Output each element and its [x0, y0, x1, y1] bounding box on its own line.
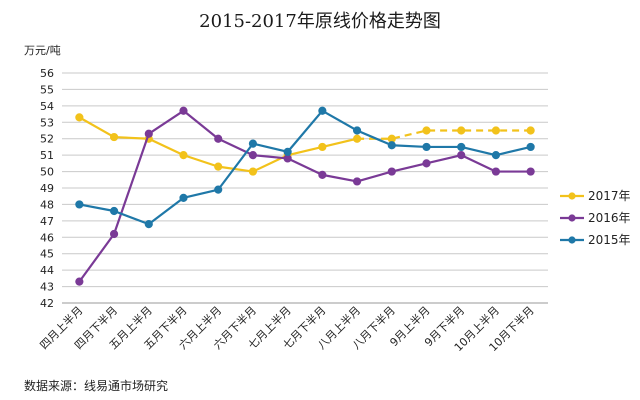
- data-point: [491, 126, 501, 135]
- y-tick-label: 56: [40, 67, 54, 80]
- data-point: [283, 147, 292, 156]
- series-line-dashed: [357, 129, 531, 140]
- y-tick-label: 55: [40, 83, 54, 96]
- y-tick-label: 43: [40, 281, 54, 294]
- data-point: [457, 142, 466, 152]
- data-point: [179, 151, 188, 160]
- data-point: [318, 142, 327, 152]
- data-point: [526, 167, 535, 176]
- y-tick-label: 52: [40, 133, 54, 146]
- data-point: [422, 126, 431, 135]
- data-point: [318, 106, 327, 115]
- series-2: [75, 106, 535, 286]
- y-tick-label: 53: [40, 116, 54, 129]
- y-tick-label: 44: [40, 264, 54, 277]
- data-point: [109, 229, 119, 239]
- legend-label: 2015年: [588, 233, 631, 247]
- data-point: [352, 177, 362, 186]
- y-axis-unit-label: 万元/吨: [24, 44, 61, 57]
- data-point: [422, 159, 431, 168]
- data-point: [318, 170, 327, 179]
- data-point: [109, 206, 119, 216]
- y-tick-label: 49: [40, 182, 54, 195]
- data-point: [387, 141, 396, 150]
- data-point: [526, 126, 535, 135]
- data-point: [422, 142, 431, 152]
- data-point: [75, 277, 84, 286]
- y-tick-label: 51: [40, 149, 54, 162]
- y-tick-label: 54: [40, 100, 54, 113]
- y-tick-label: 46: [40, 231, 54, 244]
- legend-item-3: 2015年: [560, 233, 631, 247]
- legend-label: 2016年: [588, 211, 631, 225]
- series-layer: [75, 106, 535, 286]
- data-point: [179, 106, 188, 115]
- series-line: [78, 109, 531, 283]
- data-point: [526, 142, 535, 152]
- data-point: [248, 167, 258, 176]
- data-point: [214, 134, 223, 143]
- data-point: [248, 139, 258, 148]
- series-line: [79, 109, 531, 226]
- data-point: [491, 167, 501, 176]
- data-point: [75, 113, 84, 122]
- y-tick-label: 47: [40, 215, 54, 228]
- legend-swatch-marker: [568, 192, 576, 200]
- data-point: [491, 151, 501, 160]
- data-point: [457, 151, 466, 160]
- data-point: [214, 162, 223, 171]
- y-tick-label: 48: [40, 198, 54, 211]
- data-point: [248, 151, 258, 160]
- chart-title: 2015-2017年原线价格走势图: [199, 11, 441, 32]
- series-3: [75, 106, 535, 229]
- data-point: [387, 167, 396, 176]
- data-source-note: 数据来源：线易通市场研究: [24, 378, 168, 393]
- grid-lines: [62, 72, 548, 304]
- data-point: [352, 134, 362, 143]
- data-point: [75, 200, 84, 209]
- legend-swatch-marker: [568, 236, 576, 244]
- data-point: [179, 193, 188, 202]
- data-point: [109, 132, 119, 142]
- legend-swatch-marker: [568, 214, 576, 222]
- y-tick-label: 50: [40, 166, 54, 179]
- data-point: [214, 185, 223, 194]
- data-point: [144, 129, 153, 138]
- data-point: [144, 220, 153, 229]
- legend: 2017年 2016年 2015年: [560, 189, 631, 247]
- data-point: [457, 126, 466, 135]
- legend-label: 2017年: [588, 189, 631, 203]
- y-tick-label: 45: [40, 248, 54, 261]
- legend-item-2: 2016年: [560, 211, 631, 225]
- legend-item-1: 2017年: [560, 189, 631, 203]
- data-point: [352, 126, 362, 135]
- y-tick-label: 42: [40, 297, 54, 310]
